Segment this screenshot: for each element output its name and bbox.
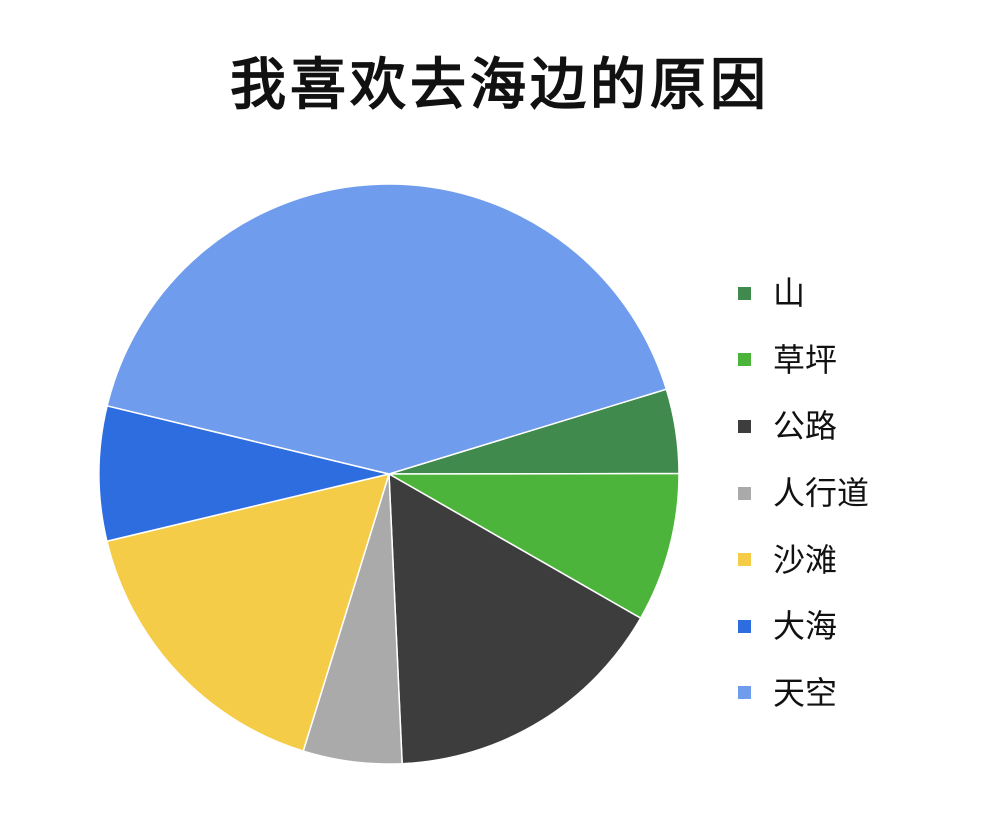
legend-swatch bbox=[738, 353, 751, 367]
legend-item-2: 公路 bbox=[738, 393, 978, 460]
legend-swatch bbox=[738, 486, 751, 500]
pie-slice-2 bbox=[388, 472, 642, 765]
legend-swatch bbox=[738, 286, 751, 300]
legend-label: 公路 bbox=[773, 407, 838, 446]
legend-item-3: 人行道 bbox=[738, 460, 978, 527]
legend-label: 草坪 bbox=[773, 340, 838, 379]
legend-label: 人行道 bbox=[773, 474, 870, 513]
legend-item-1: 草坪 bbox=[738, 327, 978, 394]
pie-slice-6 bbox=[106, 183, 668, 475]
legend-label: 山 bbox=[773, 274, 806, 313]
legend-swatch bbox=[738, 619, 751, 633]
legend-swatch bbox=[738, 686, 751, 700]
legend-label: 大海 bbox=[773, 607, 838, 646]
pie-slice-5 bbox=[98, 404, 390, 543]
legend-item-6: 天空 bbox=[738, 660, 978, 727]
chart-title: 我喜欢去海边的原因 bbox=[230, 53, 770, 118]
legend-item-5: 大海 bbox=[738, 593, 978, 660]
pie-slice-4 bbox=[105, 472, 391, 752]
legend-item-0: 山 bbox=[738, 260, 978, 327]
legend-label: 天空 bbox=[773, 673, 838, 712]
legend-swatch bbox=[738, 419, 751, 433]
legend: 山草坪公路人行道沙滩大海天空 bbox=[738, 260, 978, 726]
legend-item-4: 沙滩 bbox=[738, 526, 978, 593]
legend-swatch bbox=[738, 553, 751, 567]
legend-label: 沙滩 bbox=[773, 540, 838, 579]
pie-slice-1 bbox=[386, 472, 680, 620]
